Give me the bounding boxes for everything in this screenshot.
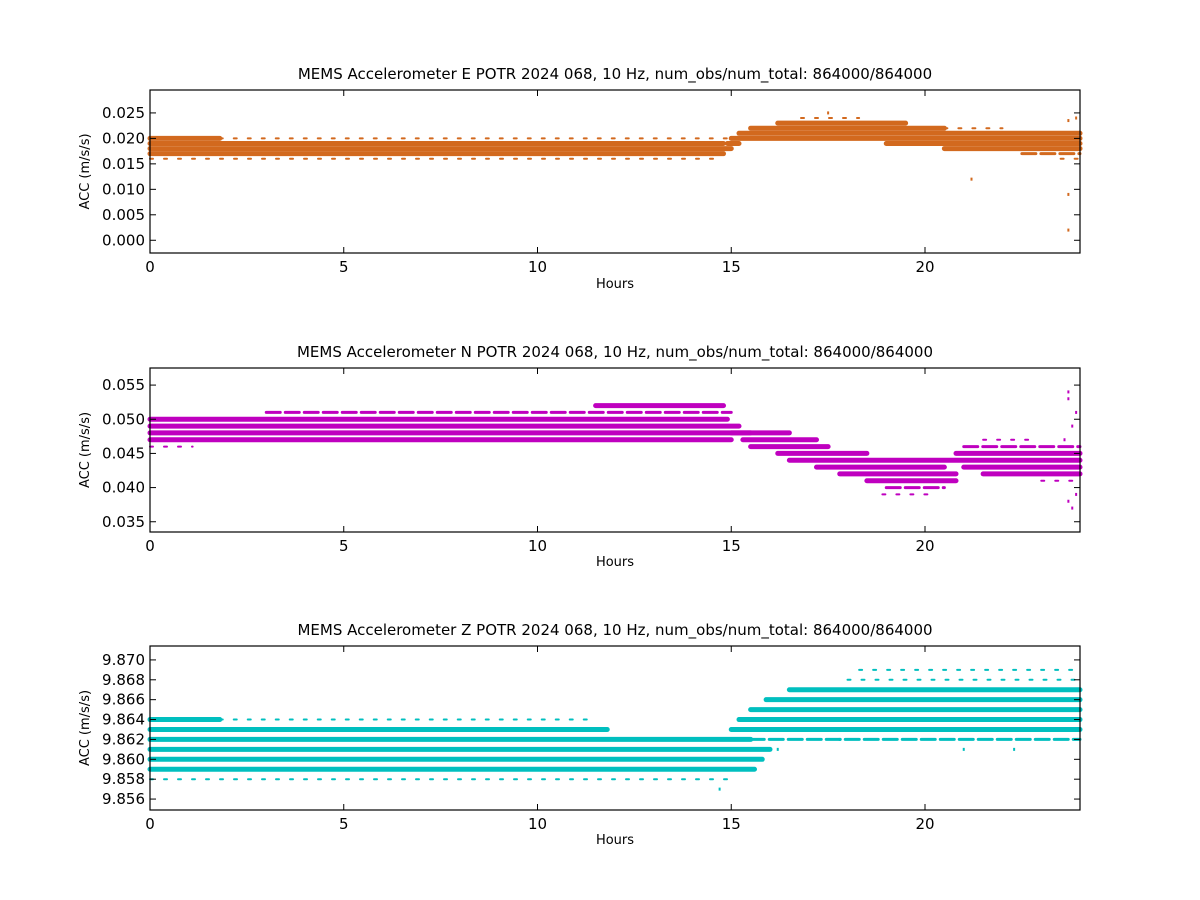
y-tick-label: 9.860 [102, 750, 145, 768]
axis-ticks: 0 5 10 15 20 0.035 0.040 0.045 0.050 0.055 [102, 368, 1080, 555]
plot-frame [149, 645, 1081, 811]
x-tick-label: 5 [339, 815, 349, 833]
outlier-point [1075, 116, 1078, 120]
y-tick-label: 0.025 [102, 104, 145, 122]
x-tick-label: 10 [528, 258, 547, 276]
data-marks [147, 390, 1083, 510]
outlier-point [1067, 192, 1070, 196]
x-tick-label: 5 [339, 258, 349, 276]
y-tick-label: 0.000 [102, 231, 145, 249]
outlier-point [1067, 397, 1070, 401]
chart-title: MEMS Accelerometer E POTR 2024 068, 10 H… [298, 65, 932, 84]
outlier-point [962, 747, 965, 751]
y-tick-label: 9.864 [102, 711, 145, 729]
y-tick-label: 0.010 [102, 180, 145, 198]
x-axis-label: Hours [596, 833, 634, 848]
chart-title: MEMS Accelerometer Z POTR 2024 068, 10 H… [297, 621, 932, 640]
plot-frame [149, 367, 1081, 533]
y-tick-label: 9.866 [102, 691, 145, 709]
outlier-point [776, 747, 779, 751]
x-tick-label: 20 [915, 258, 934, 276]
x-tick-label: 10 [528, 537, 547, 555]
panel-east: MEMS Accelerometer E POTR 2024 068, 10 H… [78, 65, 1083, 292]
y-tick-label: 0.020 [102, 129, 145, 147]
x-tick-label: 15 [722, 537, 741, 555]
axis-ticks: 0 5 10 15 20 0.000 0.005 0.010 0.015 0.020 0.025 [102, 90, 1080, 276]
x-tick-label: 15 [722, 815, 741, 833]
y-tick-label: 0.045 [102, 444, 145, 462]
y-tick-label: 9.858 [102, 770, 145, 788]
x-tick-label: 0 [145, 815, 155, 833]
outlier-point [1013, 747, 1016, 751]
x-tick-label: 20 [915, 537, 934, 555]
y-tick-label: 9.856 [102, 790, 145, 808]
outlier-point [827, 111, 830, 115]
outlier-point [1067, 119, 1070, 123]
outlier-point [1071, 506, 1074, 510]
x-tick-label: 5 [339, 537, 349, 555]
x-axis-label: Hours [596, 555, 634, 570]
chart-title: MEMS Accelerometer N POTR 2024 068, 10 H… [297, 343, 933, 362]
y-axis-label: ACC (m/s/s) [78, 690, 93, 766]
x-tick-label: 15 [722, 258, 741, 276]
outlier-point [1075, 492, 1078, 496]
outlier-point [838, 737, 841, 741]
panel-vertical: MEMS Accelerometer Z POTR 2024 068, 10 H… [78, 621, 1083, 848]
y-tick-label: 0.015 [102, 155, 145, 173]
outlier-point [1063, 438, 1066, 442]
panel-north: MEMS Accelerometer N POTR 2024 068, 10 H… [78, 343, 1083, 570]
data-marks [147, 111, 1083, 232]
y-tick-label: 9.868 [102, 671, 145, 689]
y-tick-label: 0.055 [102, 376, 145, 394]
outlier-point [1067, 390, 1070, 394]
outlier-point [718, 787, 721, 791]
y-tick-label: 9.870 [102, 651, 145, 669]
y-tick-label: 9.862 [102, 730, 145, 748]
outlier-point [1075, 410, 1078, 414]
y-tick-label: 0.040 [102, 479, 145, 497]
y-tick-label: 0.005 [102, 206, 145, 224]
y-tick-label: 0.050 [102, 410, 145, 428]
y-tick-label: 0.035 [102, 513, 145, 531]
x-tick-label: 20 [915, 815, 934, 833]
outlier-point [1071, 424, 1074, 428]
x-tick-label: 10 [528, 815, 547, 833]
x-axis-label: Hours [596, 277, 634, 292]
outlier-point [1067, 499, 1070, 503]
outlier-point [970, 177, 973, 181]
outlier-point [1067, 228, 1070, 232]
plot-frame [149, 89, 1081, 254]
x-tick-label: 0 [145, 258, 155, 276]
x-tick-label: 0 [145, 537, 155, 555]
y-axis-label: ACC (m/s/s) [78, 133, 93, 209]
y-axis-label: ACC (m/s/s) [78, 412, 93, 488]
data-marks [147, 668, 1083, 791]
